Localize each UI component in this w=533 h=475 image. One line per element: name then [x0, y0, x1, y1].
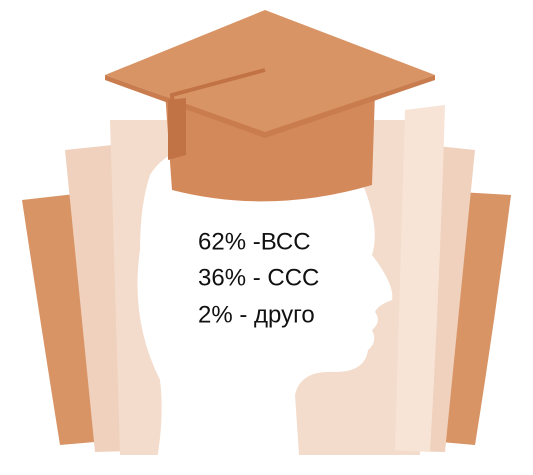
- stat-line: 36% - ССС: [198, 264, 319, 291]
- stat-line: 2% - друго: [198, 301, 315, 328]
- page: 62% -ВСС 36% - ССС 2% - друго (() => { c…: [0, 0, 533, 475]
- illustration: 62% -ВСС 36% - ССС 2% - друго: [0, 0, 533, 475]
- cap-board: [105, 10, 435, 132]
- stat-line: 62% -ВСС: [198, 228, 311, 255]
- tassel: [168, 98, 186, 160]
